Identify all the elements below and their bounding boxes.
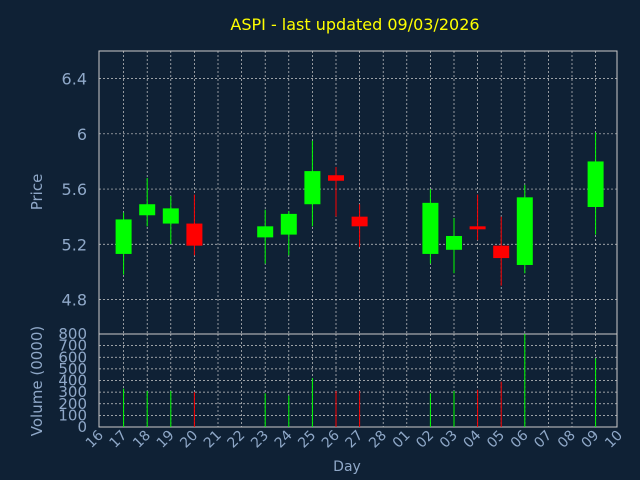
candle bbox=[516, 184, 533, 274]
candle-body bbox=[139, 204, 156, 216]
volume-tick-label: 300 bbox=[58, 383, 87, 401]
chart-title: ASPI - last updated 09/03/2026 bbox=[230, 15, 479, 34]
x-tick-label: 27 bbox=[343, 428, 367, 452]
price-grid bbox=[99, 51, 617, 334]
price-tick-label: 5.6 bbox=[62, 180, 87, 199]
price-panel-frame bbox=[98, 50, 618, 335]
candle-body bbox=[328, 175, 344, 181]
volume-axis-label: Volume (0000) bbox=[28, 326, 46, 436]
x-axis-label: Day bbox=[333, 459, 361, 475]
x-tick-label: 07 bbox=[531, 428, 555, 452]
candle bbox=[304, 140, 321, 227]
candle-body bbox=[304, 171, 321, 205]
x-tick-label: 04 bbox=[461, 427, 485, 451]
x-axis-ticks: 16 17 18 19 20 21 22 23 24 25 26 27 28 01 02 03 04 05 06 07… bbox=[83, 427, 626, 451]
candle bbox=[422, 189, 439, 264]
candle-body bbox=[115, 219, 132, 254]
candle-body bbox=[469, 226, 486, 230]
x-tick-label: 18 bbox=[130, 428, 154, 452]
volume-tick-label: 500 bbox=[58, 360, 87, 378]
x-tick-label: 06 bbox=[508, 427, 532, 451]
candle bbox=[257, 209, 274, 264]
candle-body bbox=[446, 235, 462, 250]
x-tick-label: 08 bbox=[555, 428, 579, 452]
x-tick-label: 20 bbox=[177, 428, 201, 452]
candle-body bbox=[422, 202, 439, 254]
price-axis-ticks: 6.4 6 5.6 5.2 4.8 bbox=[62, 70, 87, 310]
x-tick-label: 21 bbox=[201, 428, 225, 452]
volume-tick-label: 100 bbox=[58, 406, 87, 424]
candle bbox=[351, 204, 368, 248]
x-tick-label: 02 bbox=[413, 428, 437, 452]
candle bbox=[587, 132, 604, 235]
x-tick-label: 10 bbox=[602, 428, 626, 452]
volume-tick-label: 200 bbox=[58, 395, 87, 413]
x-tick-label: 28 bbox=[366, 428, 390, 452]
candle bbox=[186, 194, 203, 256]
candle bbox=[328, 166, 344, 217]
volume-tick-label: 700 bbox=[58, 337, 87, 355]
x-tick-label: 24 bbox=[272, 427, 296, 451]
candle-body bbox=[257, 226, 274, 238]
candle-body bbox=[516, 197, 533, 265]
candle bbox=[469, 194, 486, 241]
price-panel: 6.4 6 5.6 5.2 4.8 Price bbox=[28, 50, 618, 335]
candle bbox=[115, 212, 132, 275]
x-tick-label: 01 bbox=[390, 428, 414, 452]
price-tick-label: 5.2 bbox=[62, 235, 87, 254]
candles bbox=[115, 132, 604, 286]
price-tick-label: 4.8 bbox=[62, 290, 87, 309]
candle bbox=[446, 218, 462, 274]
candle-body bbox=[162, 208, 179, 224]
volume-bars bbox=[123, 334, 597, 427]
x-tick-label: 25 bbox=[295, 428, 319, 452]
volume-tick-label: 800 bbox=[58, 325, 87, 343]
volume-tick-label: 0 bbox=[77, 418, 87, 436]
candle-body bbox=[493, 245, 510, 259]
x-tick-label: 19 bbox=[154, 428, 178, 452]
volume-grid bbox=[99, 334, 617, 427]
candle-body bbox=[351, 216, 368, 227]
candle bbox=[280, 211, 297, 256]
candle bbox=[139, 178, 156, 227]
x-tick-label: 05 bbox=[484, 428, 508, 452]
price-tick-label: 6.4 bbox=[62, 70, 87, 89]
x-tick-label: 03 bbox=[437, 428, 461, 452]
x-tick-label: 23 bbox=[248, 428, 272, 452]
x-tick-label: 09 bbox=[579, 428, 603, 452]
candle-body bbox=[587, 161, 604, 207]
candle bbox=[162, 195, 179, 245]
candle-body bbox=[280, 213, 297, 235]
candle-body bbox=[186, 223, 203, 246]
candle bbox=[493, 216, 510, 286]
x-tick-label: 22 bbox=[225, 428, 249, 452]
price-tick-label: 6 bbox=[77, 125, 87, 144]
x-tick-label: 26 bbox=[319, 427, 343, 451]
price-axis-label: Price bbox=[28, 174, 46, 211]
x-tick-label: 17 bbox=[107, 428, 131, 452]
volume-tick-label: 400 bbox=[58, 372, 87, 390]
volume-tick-label: 600 bbox=[58, 348, 87, 366]
